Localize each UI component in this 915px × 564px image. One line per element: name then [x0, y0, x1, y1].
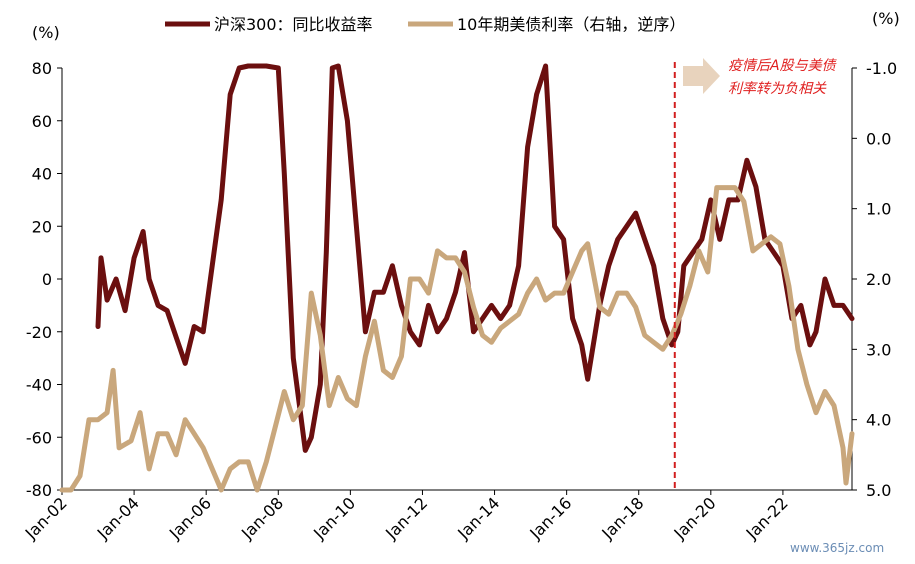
right-tick-label: 5.0 — [866, 481, 891, 500]
left-axis-unit: (%) — [32, 23, 60, 42]
right-tick-label: 4.0 — [866, 411, 891, 430]
x-axis-ticks: Jan-02 Jan-04 Jan-06 Jan-08 Jan-10 Jan-12 Jan-… — [21, 490, 792, 543]
x-tick-label: Jan-14 — [453, 493, 503, 543]
x-tick-label: Jan-04 — [93, 493, 143, 543]
left-tick-label: -60 — [26, 428, 52, 447]
right-tick-label: 3.0 — [866, 340, 891, 359]
right-axis-ticks: -1.0 0.0 1.0 2.0 3.0 4.0 5.0 — [852, 59, 897, 500]
x-tick-label: Jan-20 — [670, 493, 720, 543]
annotation-text-line2: 利率转为负相关 — [728, 81, 827, 97]
left-tick-label: -40 — [26, 376, 52, 395]
right-tick-label: -1.0 — [866, 59, 897, 78]
left-tick-label: 40 — [32, 165, 52, 184]
left-tick-label: 0 — [42, 270, 52, 289]
x-tick-label: Jan-12 — [381, 493, 431, 543]
x-tick-label: Jan-06 — [165, 493, 215, 543]
legend: 沪深300：同比收益率 10年期美债利率（右轴，逆序） — [165, 15, 685, 34]
x-tick-label: Jan-22 — [742, 493, 792, 543]
annotation-arrow — [683, 58, 720, 94]
x-tick-label: Jan-10 — [309, 493, 359, 543]
x-tick-label: Jan-08 — [237, 493, 287, 543]
left-tick-label: 20 — [32, 217, 52, 236]
series-line-csi300 — [95, 63, 855, 453]
legend-label-csi300: 沪深300：同比收益率 — [214, 15, 373, 34]
right-axis-unit: (%) — [872, 9, 900, 28]
annotation-text-line1: 疫情后A股与美债 — [728, 58, 838, 74]
left-tick-label: -80 — [26, 481, 52, 500]
right-tick-label: 0.0 — [866, 129, 891, 148]
right-tick-label: 1.0 — [866, 200, 891, 219]
left-axis-ticks: 80 60 40 20 0 -20 -40 -60 -80 — [26, 59, 62, 500]
x-tick-label: Jan-02 — [21, 493, 71, 543]
x-tick-label: Jan-18 — [597, 493, 647, 543]
watermark: www.365jz.com — [790, 541, 884, 555]
left-tick-label: -20 — [26, 323, 52, 342]
left-tick-label: 60 — [32, 112, 52, 131]
legend-label-ust10y: 10年期美债利率（右轴，逆序） — [457, 15, 685, 34]
left-tick-label: 80 — [32, 59, 52, 78]
series-line-ust10y — [59, 185, 855, 493]
right-tick-label: 2.0 — [866, 270, 891, 289]
series-layer — [59, 63, 855, 493]
x-tick-label: Jan-16 — [525, 493, 575, 543]
